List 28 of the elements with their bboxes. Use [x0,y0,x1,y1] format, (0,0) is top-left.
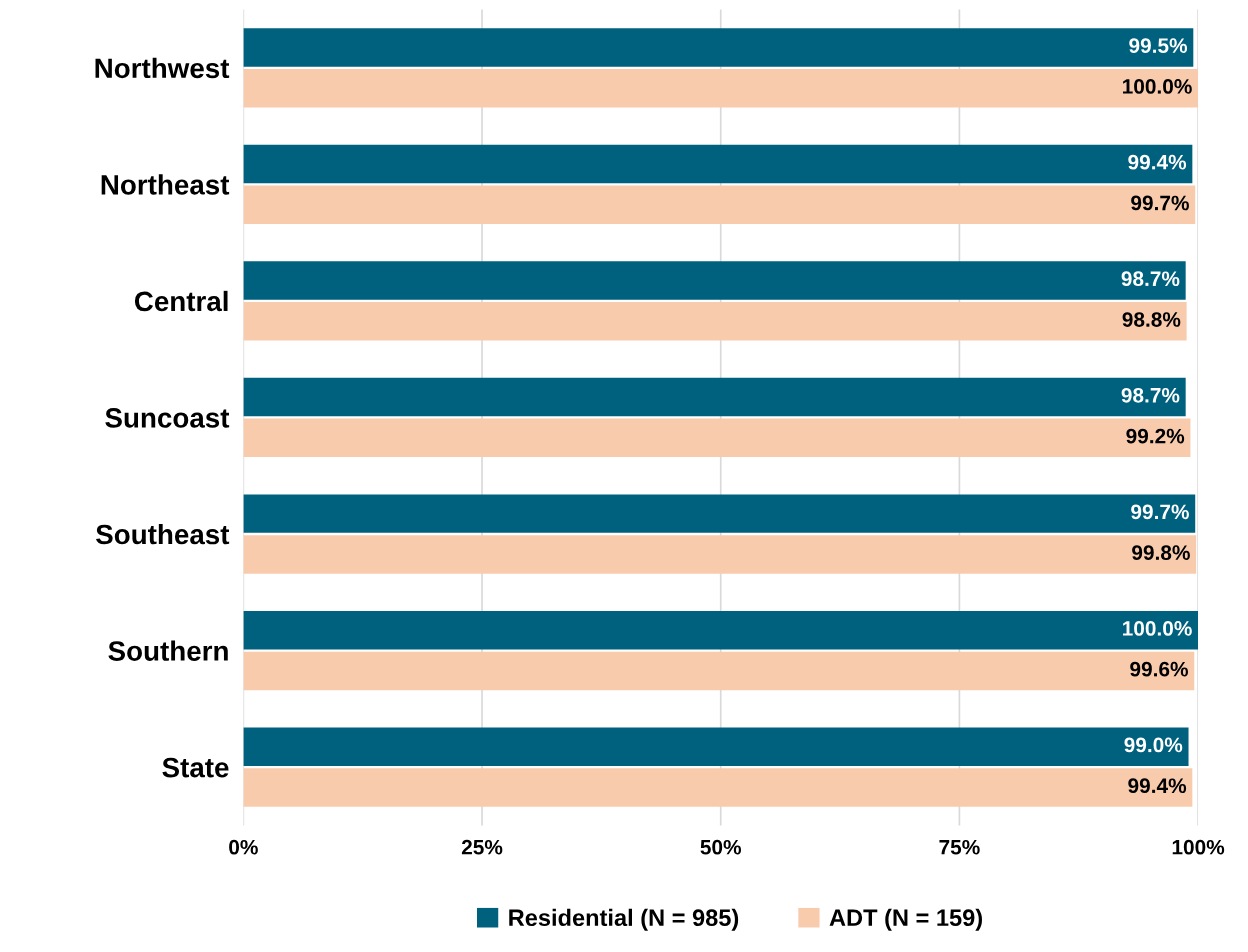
data-label: 99.4% [1128,154,1187,170]
data-label: 98.7% [1121,271,1180,287]
legend-label: ADT (N = 159) [829,908,982,931]
x-tick-label: 75% [939,839,980,855]
data-label: 99.5% [1129,38,1188,53]
x-tick-label: 25% [461,839,503,855]
x-tick-label: 100% [1172,839,1225,855]
y-tick-label: Southeast [96,523,230,545]
data-label: 99.2% [1126,428,1185,444]
data-label: 99.7% [1131,195,1189,211]
y-tick-label: Suncoast [105,408,230,428]
data-label: 99.7% [1131,504,1189,520]
data-label: 99.6% [1130,661,1188,677]
data-label: 99.4% [1128,778,1187,794]
data-label: 99.0% [1124,737,1183,753]
data-label: 98.7% [1121,387,1180,403]
data-label: 98.8% [1122,312,1181,327]
y-tick-label: Southern [108,640,228,661]
data-label: 99.8% [1132,545,1190,560]
y-tick-label: Central [134,290,228,312]
data-label: 100.0% [1123,79,1192,94]
x-tick-label: 0% [229,839,258,855]
y-tick-label: State [162,757,229,778]
legend-label: Residential (N = 985) [509,908,739,931]
data-label: 100.0% [1123,621,1192,636]
x-tick-label: 50% [700,839,742,855]
y-tick-label: Northeast [101,174,230,195]
y-tick-label: Northwest [95,57,230,79]
